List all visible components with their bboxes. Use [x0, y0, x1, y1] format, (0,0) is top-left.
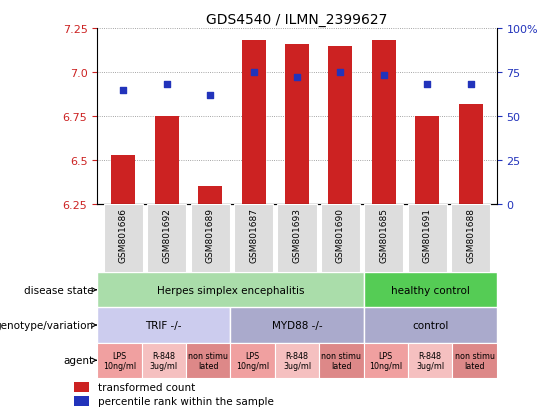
- Text: R-848
3ug/ml: R-848 3ug/ml: [283, 351, 311, 370]
- FancyBboxPatch shape: [408, 204, 447, 273]
- FancyBboxPatch shape: [364, 204, 403, 273]
- Text: agent: agent: [63, 355, 96, 366]
- Text: MYD88 -/-: MYD88 -/-: [272, 320, 322, 330]
- Text: GSM801689: GSM801689: [206, 208, 214, 263]
- Text: GSM801688: GSM801688: [466, 208, 475, 263]
- Text: TRIF -/-: TRIF -/-: [146, 320, 182, 330]
- FancyBboxPatch shape: [363, 343, 408, 378]
- Point: [380, 73, 388, 80]
- Text: Herpes simplex encephalitis: Herpes simplex encephalitis: [157, 285, 304, 295]
- Text: non stimu
lated: non stimu lated: [455, 351, 495, 370]
- Text: percentile rank within the sample: percentile rank within the sample: [98, 396, 274, 406]
- Point: [119, 87, 127, 94]
- Text: healthy control: healthy control: [391, 285, 470, 295]
- Text: genotype/variation: genotype/variation: [0, 320, 96, 330]
- Point: [206, 93, 214, 99]
- Bar: [198, 187, 222, 204]
- FancyBboxPatch shape: [141, 343, 186, 378]
- FancyBboxPatch shape: [231, 343, 275, 378]
- Text: R-848
3ug/ml: R-848 3ug/ml: [416, 351, 444, 370]
- FancyBboxPatch shape: [363, 308, 497, 343]
- FancyBboxPatch shape: [363, 273, 497, 308]
- Bar: [459, 104, 483, 204]
- Text: GSM801685: GSM801685: [380, 208, 388, 263]
- FancyBboxPatch shape: [451, 204, 490, 273]
- Text: GSM801692: GSM801692: [162, 208, 171, 263]
- FancyBboxPatch shape: [278, 204, 316, 273]
- FancyBboxPatch shape: [231, 308, 363, 343]
- FancyBboxPatch shape: [97, 343, 141, 378]
- Text: GSM801693: GSM801693: [293, 208, 301, 263]
- Bar: [75, 396, 90, 406]
- FancyBboxPatch shape: [104, 204, 143, 273]
- Text: non stimu
lated: non stimu lated: [321, 351, 361, 370]
- Bar: [155, 117, 179, 204]
- FancyBboxPatch shape: [319, 343, 363, 378]
- Point: [163, 82, 171, 88]
- Text: R-848
3ug/ml: R-848 3ug/ml: [150, 351, 178, 370]
- Text: GSM801686: GSM801686: [119, 208, 128, 263]
- FancyBboxPatch shape: [321, 204, 360, 273]
- Point: [336, 69, 345, 76]
- Text: GSM801691: GSM801691: [423, 208, 432, 263]
- Bar: [372, 41, 396, 204]
- Bar: [415, 117, 439, 204]
- Point: [423, 82, 431, 88]
- Text: LPS
10ng/ml: LPS 10ng/ml: [103, 351, 136, 370]
- Point: [249, 69, 258, 76]
- Text: GSM801687: GSM801687: [249, 208, 258, 263]
- Bar: [328, 47, 353, 204]
- Bar: [285, 45, 309, 204]
- Bar: [75, 382, 90, 392]
- Point: [293, 75, 301, 81]
- FancyBboxPatch shape: [97, 273, 363, 308]
- FancyBboxPatch shape: [97, 308, 231, 343]
- Text: disease state: disease state: [24, 285, 96, 295]
- FancyBboxPatch shape: [186, 343, 231, 378]
- Point: [467, 82, 475, 88]
- FancyBboxPatch shape: [408, 343, 453, 378]
- Bar: [111, 155, 135, 204]
- Title: GDS4540 / ILMN_2399627: GDS4540 / ILMN_2399627: [206, 12, 388, 26]
- Text: control: control: [412, 320, 448, 330]
- Text: transformed count: transformed count: [98, 382, 195, 392]
- Text: LPS
10ng/ml: LPS 10ng/ml: [236, 351, 269, 370]
- Bar: [241, 41, 266, 204]
- FancyBboxPatch shape: [191, 204, 229, 273]
- Text: non stimu
lated: non stimu lated: [188, 351, 228, 370]
- Text: LPS
10ng/ml: LPS 10ng/ml: [369, 351, 402, 370]
- FancyBboxPatch shape: [147, 204, 186, 273]
- FancyBboxPatch shape: [234, 204, 273, 273]
- FancyBboxPatch shape: [453, 343, 497, 378]
- Text: GSM801690: GSM801690: [336, 208, 345, 263]
- FancyBboxPatch shape: [275, 343, 319, 378]
